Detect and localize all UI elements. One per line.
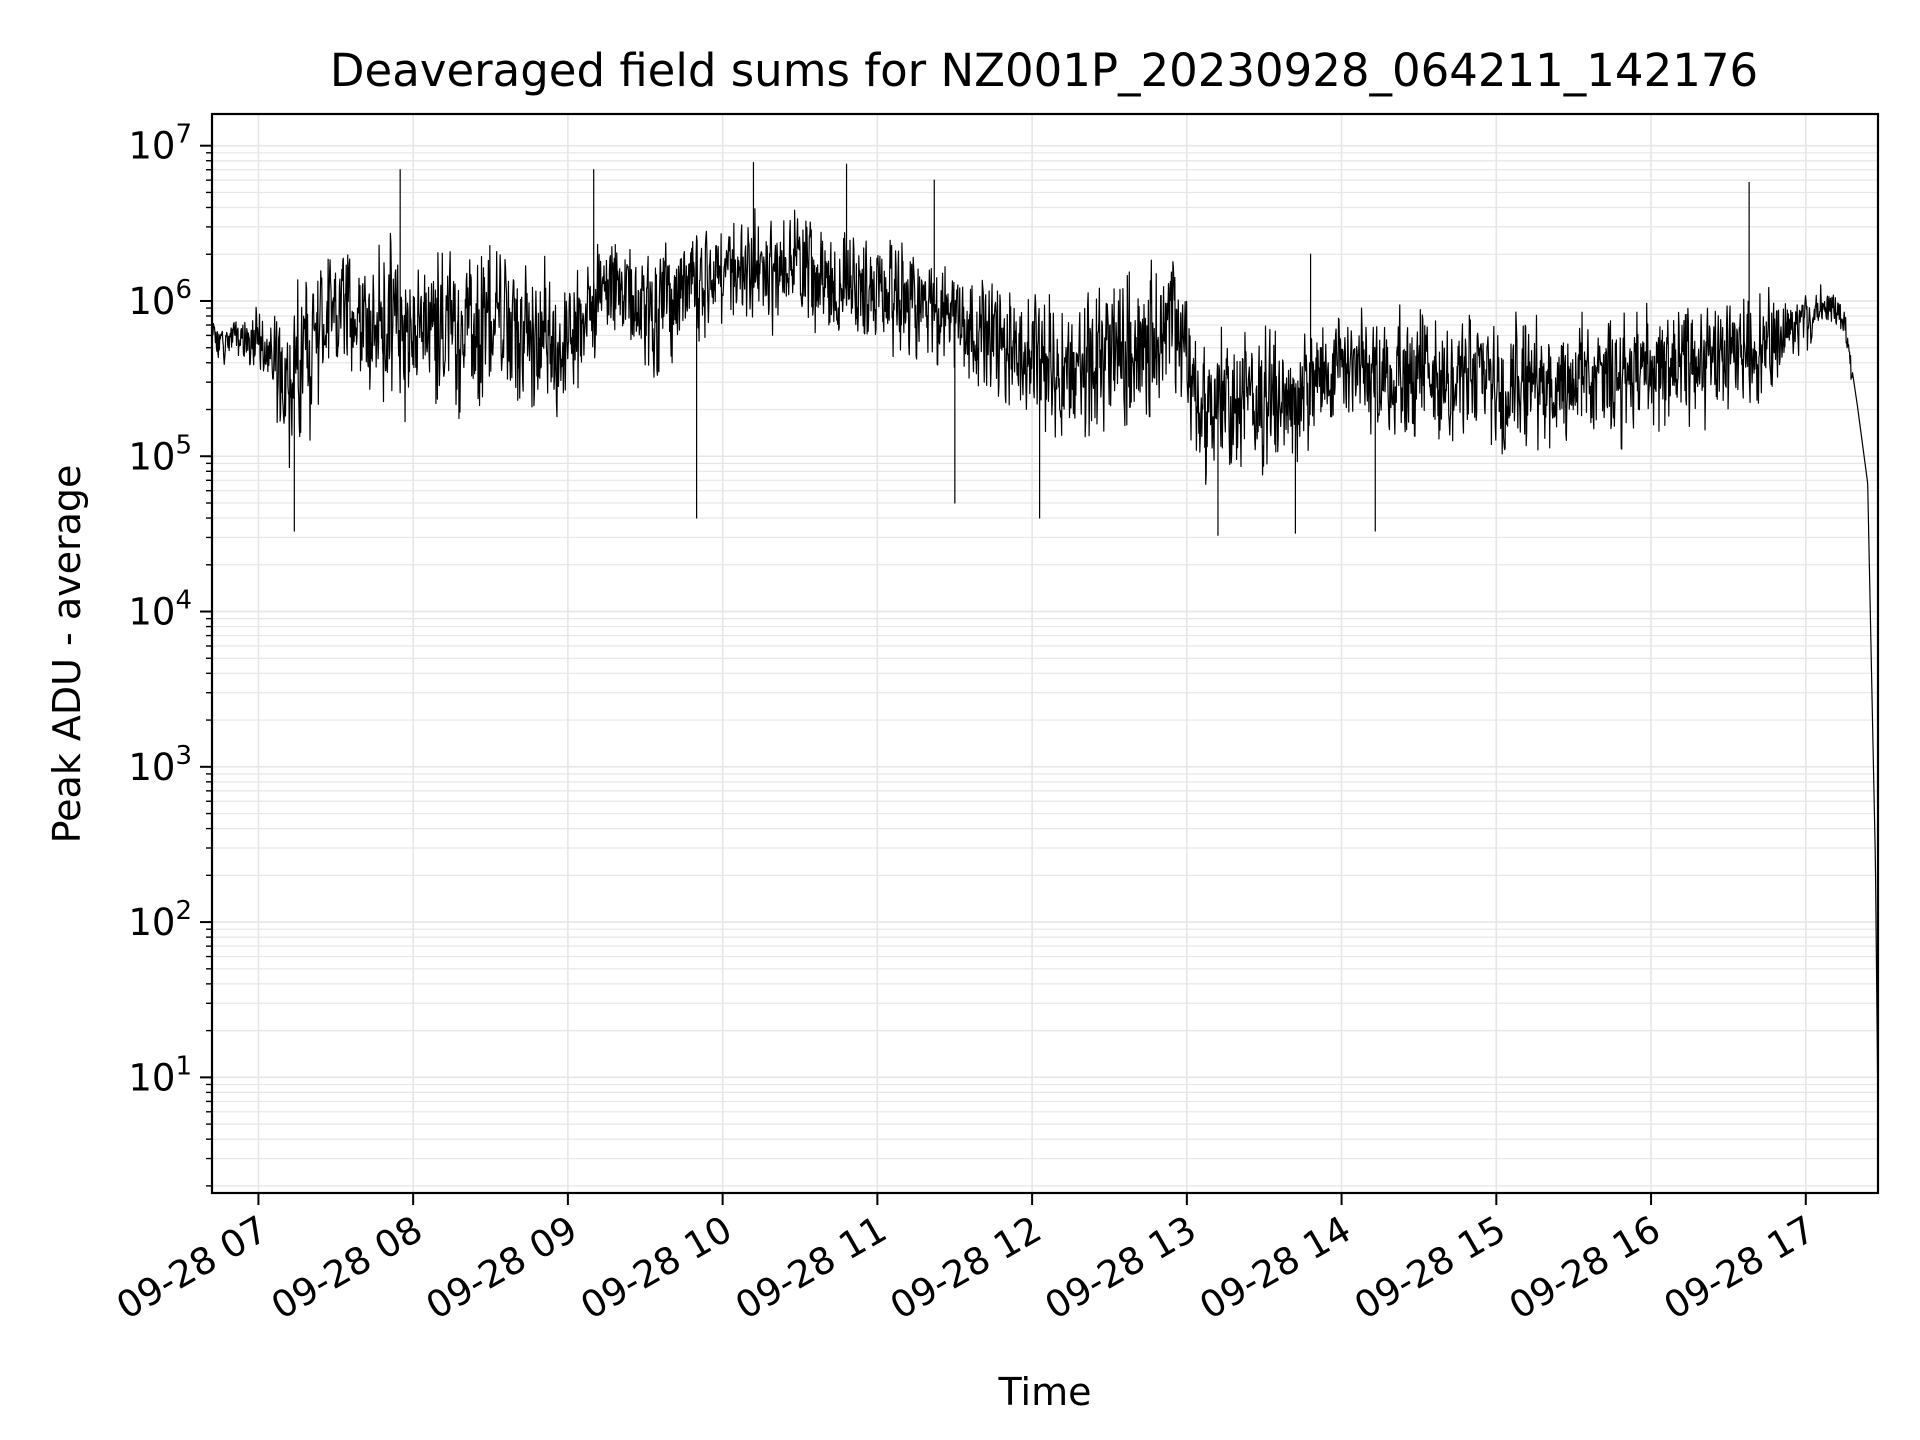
series-line [212,161,1878,1118]
x-tick-label: 09-28 17 [1657,1208,1823,1328]
y-tick-label: 105 [128,430,192,478]
x-tick-label: 09-28 14 [1193,1208,1359,1328]
x-tick-label: 09-28 16 [1502,1208,1668,1328]
grid [212,114,1878,1193]
x-tick-label: 09-28 08 [264,1208,430,1328]
x-tick-label: 09-28 07 [109,1208,275,1328]
y-tick-label: 103 [128,741,192,789]
chart-title: Deaveraged field sums for NZ001P_2023092… [330,44,1758,97]
x-tick-label: 09-28 10 [574,1208,740,1328]
x-tick-label: 09-28 15 [1347,1208,1513,1328]
y-tick-label: 107 [128,120,192,168]
plot-frame [210,112,1880,1195]
y-tick-label: 101 [128,1051,192,1099]
x-tick-label: 09-28 12 [883,1208,1049,1328]
x-tick-label: 09-28 13 [1038,1208,1204,1328]
plot-area [210,112,1880,1195]
y-tick-label: 104 [128,586,192,634]
x-axis-label: Time [998,1370,1092,1414]
y-tick-label: 106 [128,275,192,323]
x-tick-label: 09-28 09 [419,1208,585,1328]
y-tick-label: 102 [128,896,192,944]
y-axis: 101 102 103 104 105 106 107 [128,120,212,1187]
y-axis-label: Peak ADU - average [45,465,89,844]
x-tick-label: 09-28 11 [728,1208,894,1328]
